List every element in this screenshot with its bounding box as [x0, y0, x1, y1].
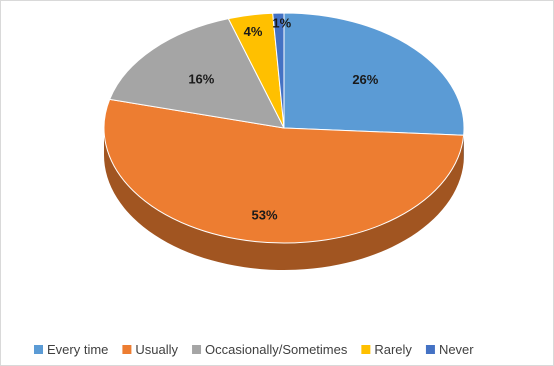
legend-swatch-2 [192, 345, 202, 354]
legend-swatch-3 [361, 345, 371, 354]
pie-side-1 [104, 128, 464, 270]
data-label-4: 1% [272, 15, 291, 30]
pie-slice-usually [103, 98, 465, 244]
data-label-0: 26% [352, 72, 378, 87]
legend-label-1: Usually [135, 342, 178, 357]
data-label-1: 53% [251, 207, 277, 222]
legend-label-4: Never [439, 342, 474, 357]
legend-label-3: Rarely [374, 342, 412, 357]
legend-label-2: Occasionally/Sometimes [205, 342, 348, 357]
pie-slices [103, 12, 465, 244]
pie-slice-never [272, 12, 285, 129]
legend-swatch-0 [34, 345, 43, 354]
data-label-3: 4% [244, 24, 263, 39]
pie-slice-occasionally-sometimes [108, 18, 285, 129]
legend-swatch-1 [122, 345, 132, 354]
pie-data-labels: 26% 53% 16% 4% 1% [188, 15, 378, 222]
data-label-2: 16% [188, 71, 214, 86]
pie-slice-every-time [283, 12, 465, 136]
legend: Every time Usually Occasionally/Sometimes R… [34, 342, 474, 357]
legend-swatch-4 [425, 345, 435, 354]
legend-label-0: Every time [47, 342, 108, 357]
